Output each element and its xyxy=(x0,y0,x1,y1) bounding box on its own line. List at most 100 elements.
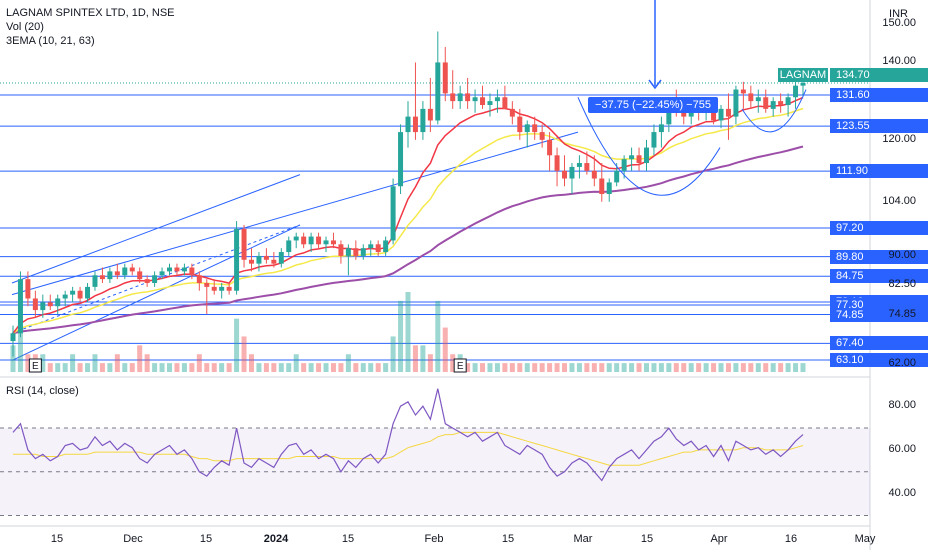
volume-bar xyxy=(316,363,322,372)
candle-body xyxy=(174,267,180,272)
volume-bar xyxy=(629,363,635,372)
volume-bar xyxy=(77,363,83,372)
volume-bar xyxy=(167,363,173,372)
volume-bar xyxy=(532,363,538,372)
time-tick: May xyxy=(854,533,876,545)
time-tick: 15 xyxy=(640,533,654,545)
volume-bar xyxy=(450,354,456,372)
candle-body xyxy=(711,108,717,121)
volume-bar xyxy=(748,363,754,372)
volume-bar xyxy=(248,354,254,372)
volume-bar xyxy=(420,345,426,372)
candle-body xyxy=(70,290,76,295)
candle-body xyxy=(450,93,456,102)
measure-arrow-head xyxy=(648,79,662,90)
volume-bar xyxy=(599,363,605,372)
volume-bar xyxy=(293,354,299,372)
candle-body xyxy=(487,101,493,105)
candle-body xyxy=(92,275,98,287)
candle-body xyxy=(733,89,739,117)
candle-body xyxy=(47,302,53,307)
volume-bar xyxy=(360,363,366,372)
volume-bar xyxy=(144,354,150,372)
volume-bar xyxy=(25,354,31,372)
candle-body xyxy=(241,228,247,260)
candle-body xyxy=(383,240,389,253)
candle-body xyxy=(286,240,292,253)
volume-bar xyxy=(353,363,359,372)
volume-bar xyxy=(472,363,478,372)
candle-body xyxy=(338,244,344,256)
last-price-tag: 134.70 xyxy=(830,68,928,82)
level-tag: 89.80 xyxy=(830,249,928,264)
rsi-tick: 40.00 xyxy=(888,486,916,499)
candle-body xyxy=(32,298,38,311)
candle-body xyxy=(10,333,16,342)
candle-body xyxy=(785,97,791,105)
volume-bar xyxy=(770,363,776,372)
candle-body xyxy=(517,116,523,133)
candle-body xyxy=(122,267,128,276)
volume-bar xyxy=(17,327,23,372)
volume-bar xyxy=(740,363,746,372)
level-tag: 67.40 xyxy=(830,336,928,351)
candle-body xyxy=(494,97,500,102)
volume-bar xyxy=(487,363,493,372)
volume-bar xyxy=(152,363,158,372)
candle-body xyxy=(219,286,225,291)
level-tag: 74.85 xyxy=(830,307,928,322)
currency-label: INR xyxy=(889,8,908,20)
candle-body xyxy=(547,139,553,156)
volume-bar xyxy=(562,363,568,372)
volume-bar xyxy=(442,327,448,372)
volume-bar xyxy=(576,363,582,372)
candle-body xyxy=(99,275,105,280)
volume-bar xyxy=(636,363,642,372)
candle-body xyxy=(405,116,411,133)
candle-body xyxy=(793,85,799,98)
volume-bar xyxy=(256,363,262,372)
candle-body xyxy=(211,286,217,291)
volume-bar xyxy=(658,363,664,372)
candle-body xyxy=(472,97,478,102)
volume-bar xyxy=(524,363,530,372)
candle-body xyxy=(226,286,232,291)
volume-bar xyxy=(308,363,314,372)
candle-body xyxy=(159,271,165,276)
price-tick: 140.00 xyxy=(882,55,916,68)
level-tag: 111.90 xyxy=(830,164,928,179)
candle-body xyxy=(420,108,426,133)
time-tick: 15 xyxy=(199,533,213,545)
candle-body xyxy=(129,267,135,272)
volume-bar xyxy=(755,363,761,372)
volume-bar xyxy=(412,345,418,372)
candle-body xyxy=(554,155,560,171)
candle-body xyxy=(755,97,761,102)
channel-lower-line xyxy=(11,224,301,361)
candle-body xyxy=(778,101,784,105)
candle-body xyxy=(599,178,605,194)
volume-bar xyxy=(375,363,381,372)
time-tick: Feb xyxy=(424,533,444,545)
price-tick: 104.00 xyxy=(882,194,916,207)
volume-bar xyxy=(494,363,500,372)
volume-bar xyxy=(643,363,649,372)
candle-body xyxy=(167,267,173,272)
candle-body xyxy=(196,275,202,283)
volume-bar xyxy=(800,363,806,372)
price-tick: 90.00 xyxy=(888,248,916,261)
volume-bar xyxy=(383,363,389,372)
candle-body xyxy=(360,248,366,256)
level-tag: 131.60 xyxy=(830,87,928,102)
candle-body xyxy=(316,236,322,245)
volume-bar xyxy=(99,363,105,372)
candle-body xyxy=(308,236,314,245)
volume-bar xyxy=(502,363,508,372)
candle-body xyxy=(204,283,210,287)
volume-bar xyxy=(323,363,329,372)
candle-body xyxy=(144,279,150,283)
rsi-legend: RSI (14, close) xyxy=(6,385,79,397)
volume-bar xyxy=(234,318,240,372)
candle-body xyxy=(375,244,381,253)
